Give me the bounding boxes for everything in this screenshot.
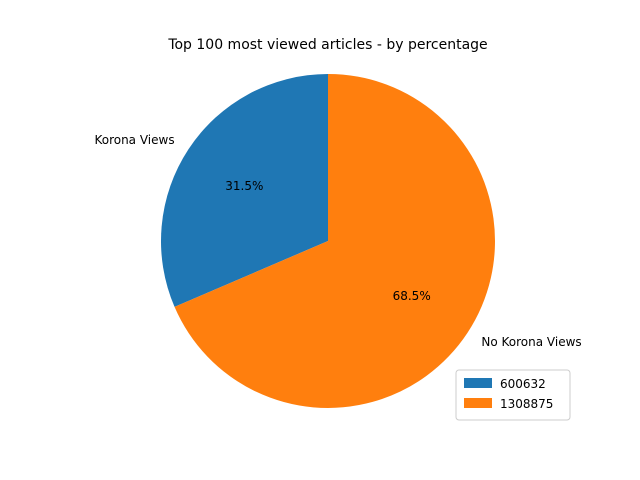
legend-label-2: 1308875 xyxy=(500,397,553,411)
slice-percent-2: 68.5% xyxy=(393,289,431,303)
slice-label-2: No Korona Views xyxy=(481,335,581,349)
legend: 600632 1308875 xyxy=(455,369,571,421)
chart-title: Top 100 most viewed articles - by percen… xyxy=(167,37,487,53)
legend-swatch-2 xyxy=(464,398,492,408)
legend-swatch-1 xyxy=(464,378,492,388)
pie-slices xyxy=(161,74,496,409)
slice-percent-1: 31.5% xyxy=(225,179,263,193)
pie-labels: Korona Views 31.5% No Korona Views 68.5% xyxy=(94,133,581,349)
legend-label-1: 600632 xyxy=(500,377,546,391)
pie-slice-2 xyxy=(174,74,496,409)
slice-label-1: Korona Views xyxy=(94,133,174,147)
pie-slice-1 xyxy=(161,74,328,307)
